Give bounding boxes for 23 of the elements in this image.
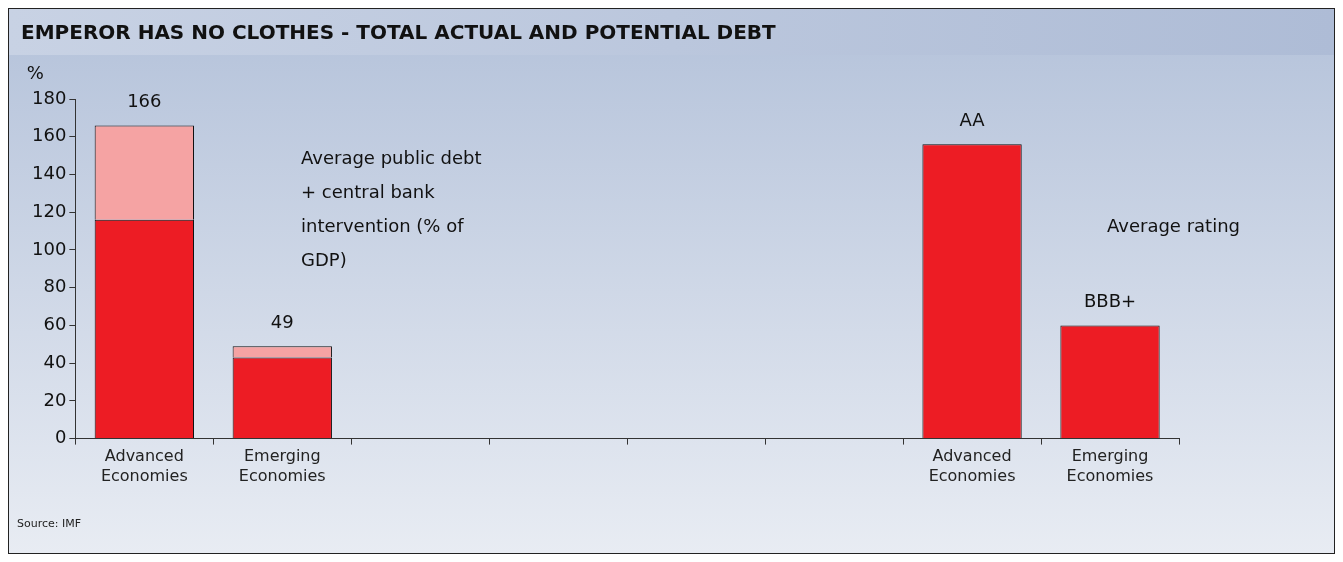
- x-tick-label: Advanced Economies: [100, 446, 188, 485]
- y-tick-label: 80: [43, 275, 67, 297]
- annotation: Average rating: [1107, 214, 1241, 238]
- x-tick-label: Advanced Economies: [928, 446, 1016, 485]
- y-axis-title: %: [26, 61, 44, 83]
- x-tick-label: Emerging Economies: [1066, 446, 1154, 485]
- y-tick-label: 60: [43, 313, 67, 335]
- total-label: 49: [270, 310, 294, 332]
- total-label: AA: [959, 108, 986, 130]
- y-tick-label: 140: [32, 162, 67, 184]
- y-tick-label: 160: [32, 124, 67, 146]
- source-note: Source: IMF: [17, 517, 82, 530]
- y-tick-label: 100: [32, 237, 67, 259]
- y-tick-label: 20: [43, 388, 67, 410]
- total-label: BBB+: [1083, 290, 1137, 312]
- total-label: 166: [127, 90, 162, 112]
- x-tick-label: Emerging Economies: [238, 446, 326, 485]
- chart-title: EMPEROR HAS NO CLOTHES - TOTAL ACTUAL AND POTENTIAL DEBT: [9, 9, 1334, 55]
- y-tick-label: 120: [32, 199, 67, 221]
- y-tick-label: 180: [32, 86, 67, 108]
- y-tick-label: 40: [43, 350, 67, 372]
- annotation: Average public debt + central bank intervention (% of GDP): [301, 146, 483, 272]
- y-tick-label: 0: [54, 426, 67, 448]
